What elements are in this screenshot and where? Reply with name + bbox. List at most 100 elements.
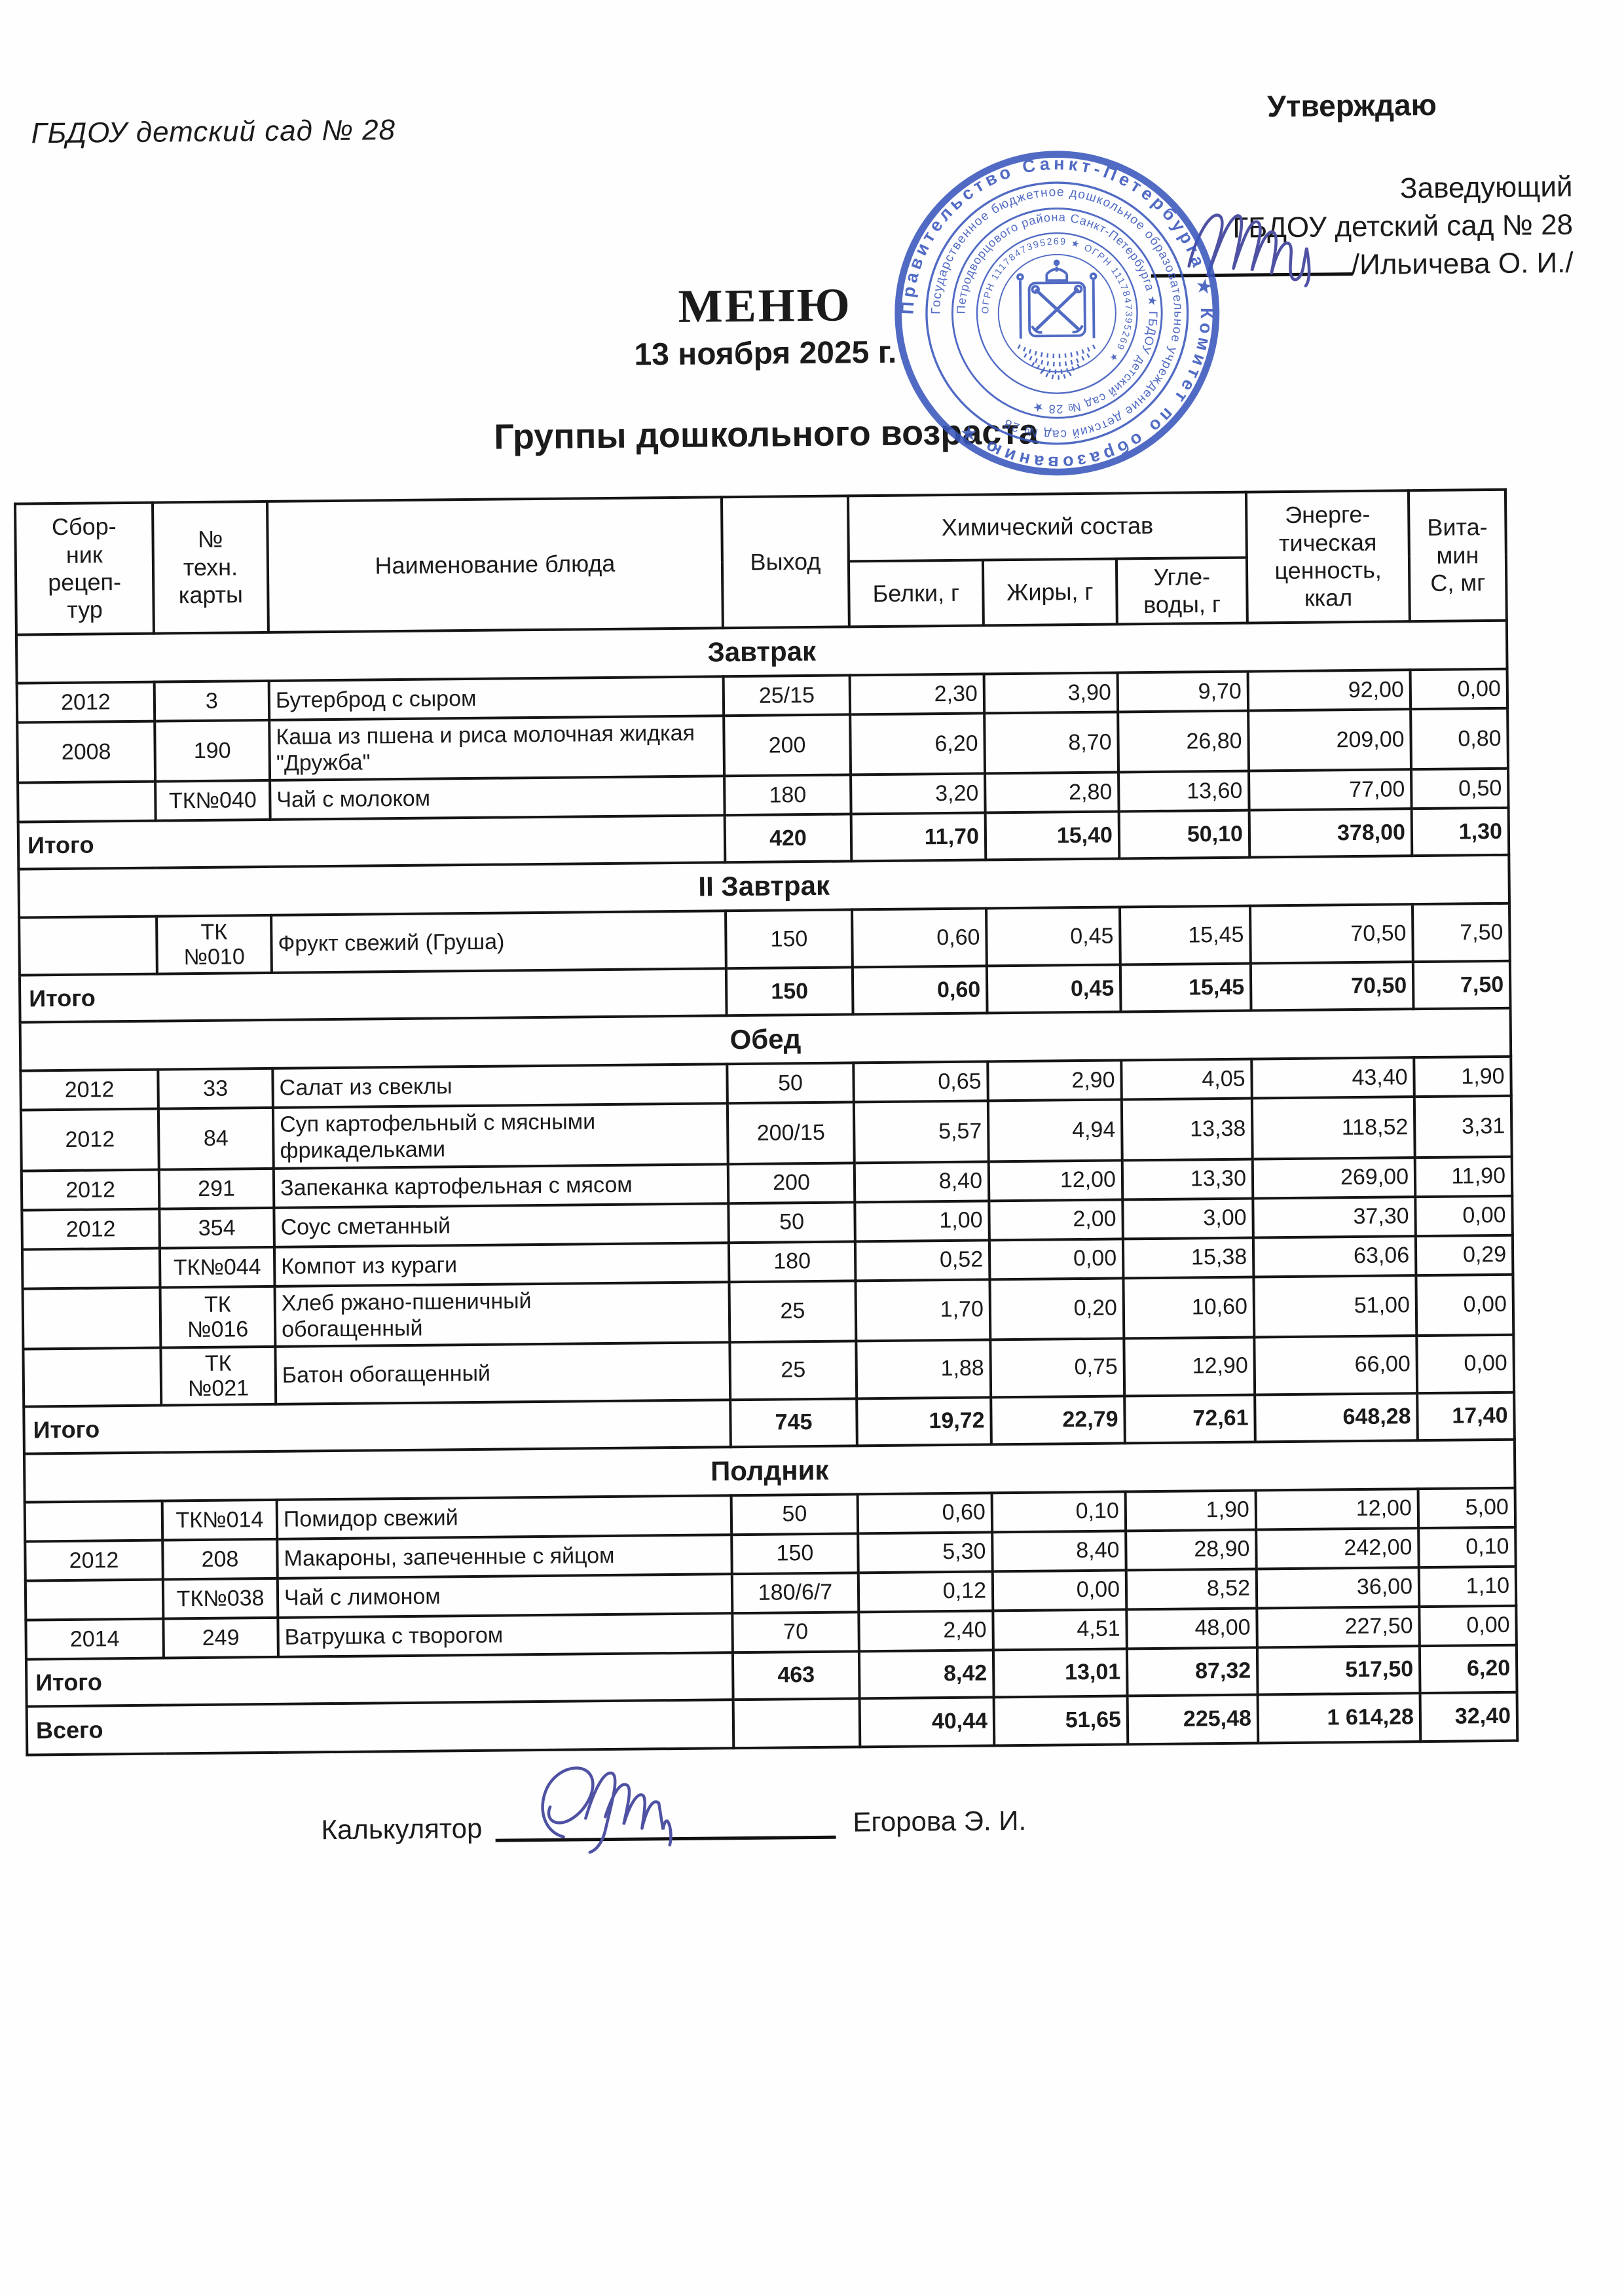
table-cell: 209,00: [1248, 709, 1412, 771]
table-cell: 8,40: [854, 1161, 989, 1202]
table-cell: 2014: [26, 1618, 164, 1660]
menu-table-container: Сбор- ник рецеп- тур № техн. карты Наиме…: [14, 488, 1519, 1757]
table-cell: 87,32: [1126, 1647, 1258, 1696]
table-cell: 1,30: [1411, 807, 1509, 856]
col-header-protein: Белки, г: [848, 560, 984, 627]
table-cell: 3,20: [851, 773, 986, 814]
table-cell: 200/15: [727, 1102, 855, 1164]
col-header-energy: Энерге- тическая ценность, ккал: [1246, 490, 1410, 623]
menu-table: Сбор- ник рецеп- тур № техн. карты Наиме…: [14, 488, 1519, 1757]
table-cell: 15,45: [1120, 905, 1251, 965]
table-cell: 2,40: [858, 1611, 993, 1652]
table-cell: 0,12: [858, 1571, 993, 1613]
table-cell: 0,20: [989, 1278, 1124, 1340]
table-cell: 0,52: [855, 1240, 990, 1281]
table-cell: 17,40: [1417, 1392, 1515, 1441]
table-cell: ТК№038: [162, 1578, 278, 1619]
table-cell: 150: [726, 967, 853, 1016]
table-cell: 3,31: [1414, 1096, 1512, 1157]
col-header-output: Выход: [721, 496, 849, 629]
table-cell: Запеканка картофельная с мясом: [273, 1163, 729, 1208]
table-cell: Хлеб ржано-пшеничный обогащенный: [274, 1281, 730, 1347]
table-cell: 15,40: [985, 811, 1120, 860]
table-cell: 13,01: [993, 1649, 1128, 1698]
table-cell: Итого: [19, 968, 727, 1023]
table-cell: 2,90: [987, 1060, 1122, 1101]
calculator-signature-ink: [541, 1766, 673, 1854]
calculator-sign-block: Калькулятор Егорова Э. И.: [321, 1766, 1107, 1899]
table-cell: 0,29: [1415, 1235, 1513, 1275]
table-cell: 84: [158, 1108, 274, 1170]
table-cell: 36,00: [1256, 1567, 1420, 1609]
table-cell: 1,90: [1125, 1490, 1257, 1531]
table-cell: 0,00: [989, 1239, 1124, 1279]
table-cell: 249: [163, 1617, 278, 1658]
col-header-recipe-book: Сбор- ник рецеп- тур: [15, 502, 154, 635]
table-cell: [22, 1248, 160, 1289]
stamp-coat-of-arms: [1016, 259, 1098, 380]
table-cell: 70,50: [1250, 962, 1414, 1011]
table-cell: 2012: [20, 1069, 158, 1110]
table-cell: 13,30: [1122, 1159, 1253, 1200]
table-cell: 648,28: [1255, 1393, 1418, 1442]
table-cell: 0,10: [991, 1491, 1126, 1533]
table-cell: 0,50: [1411, 768, 1509, 809]
table-cell: 150: [726, 909, 853, 969]
table-cell: 3,90: [984, 672, 1118, 714]
round-stamp: Правительство Санкт-Петербурга ★ Комитет…: [895, 151, 1220, 476]
col-header-tech-card: № техн. карты: [153, 501, 268, 634]
col-header-vitamin: Вита- мин С, мг: [1408, 489, 1507, 622]
table-cell: 66,00: [1254, 1335, 1418, 1395]
approver-signature-ink: [1187, 213, 1311, 287]
calculator-label: Калькулятор: [321, 1812, 483, 1846]
table-cell: 291: [158, 1168, 274, 1209]
table-cell: 7,50: [1412, 903, 1510, 962]
table-cell: 12,90: [1124, 1337, 1255, 1396]
table-cell: 8,40: [992, 1531, 1126, 1572]
table-cell: 2012: [22, 1209, 160, 1250]
table-cell: 43,40: [1251, 1057, 1414, 1099]
table-cell: 3: [154, 680, 270, 721]
table-cell: 10,60: [1123, 1277, 1255, 1339]
table-cell: 4,51: [993, 1609, 1127, 1650]
table-cell: Соус сметанный: [274, 1203, 729, 1247]
table-cell: 72,61: [1124, 1394, 1255, 1444]
table-cell: 12,00: [1255, 1489, 1419, 1530]
table-cell: 92,00: [1247, 670, 1411, 711]
table-cell: [23, 1347, 162, 1407]
table-cell: 50: [727, 1063, 854, 1104]
table-cell: [18, 781, 156, 822]
table-cell: 200: [728, 1162, 855, 1203]
table-cell: 0,00: [992, 1570, 1127, 1611]
col-header-carbs: Угле- воды, г: [1116, 557, 1247, 625]
table-cell: 25: [729, 1341, 857, 1400]
table-cell: 4,94: [987, 1099, 1122, 1162]
table-cell: 13,38: [1121, 1098, 1253, 1161]
table-cell: Салат из свеклы: [272, 1064, 728, 1108]
table-cell: 3,00: [1122, 1198, 1253, 1239]
table-cell: [22, 1287, 161, 1349]
table-cell: 0,00: [1416, 1334, 1515, 1394]
table-cell: 63,06: [1253, 1235, 1416, 1277]
table-cell: ТК №010: [157, 915, 272, 974]
table-cell: 0,80: [1411, 708, 1509, 770]
table-cell: 25/15: [723, 675, 851, 716]
table-cell: 8,42: [858, 1650, 994, 1699]
approve-label: Утверждаю: [1267, 87, 1437, 124]
table-cell: [733, 1698, 860, 1749]
table-cell: [19, 916, 157, 975]
table-cell: 208: [162, 1539, 278, 1580]
table-cell: 2008: [17, 721, 156, 783]
table-cell: 51,00: [1253, 1275, 1417, 1338]
table-cell: 0,00: [1410, 668, 1508, 710]
table-cell: [24, 1501, 163, 1542]
table-cell: 1 614,28: [1257, 1693, 1421, 1743]
table-cell: 0,00: [1415, 1195, 1513, 1236]
table-cell: 180: [728, 1241, 856, 1282]
table-cell: Чай с лимоном: [277, 1574, 733, 1618]
table-cell: 70: [732, 1612, 859, 1653]
table-cell: 50,10: [1118, 810, 1250, 859]
table-cell: Компот из кураги: [274, 1242, 729, 1286]
table-cell: 190: [155, 720, 270, 782]
